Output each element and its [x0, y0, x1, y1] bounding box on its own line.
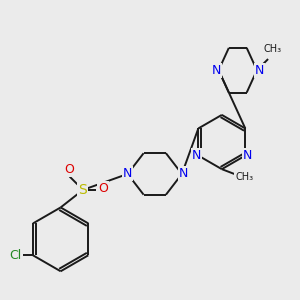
Text: O: O — [98, 182, 108, 195]
Text: N: N — [192, 149, 201, 162]
Text: O: O — [64, 163, 74, 176]
Text: N: N — [212, 64, 221, 77]
Text: CH₃: CH₃ — [264, 44, 282, 55]
Text: S: S — [79, 183, 87, 197]
Text: N: N — [243, 149, 252, 162]
Text: Cl: Cl — [9, 249, 22, 262]
Text: N: N — [255, 64, 264, 77]
Text: CH₃: CH₃ — [235, 172, 253, 182]
Text: N: N — [179, 167, 188, 180]
Text: N: N — [123, 167, 132, 180]
